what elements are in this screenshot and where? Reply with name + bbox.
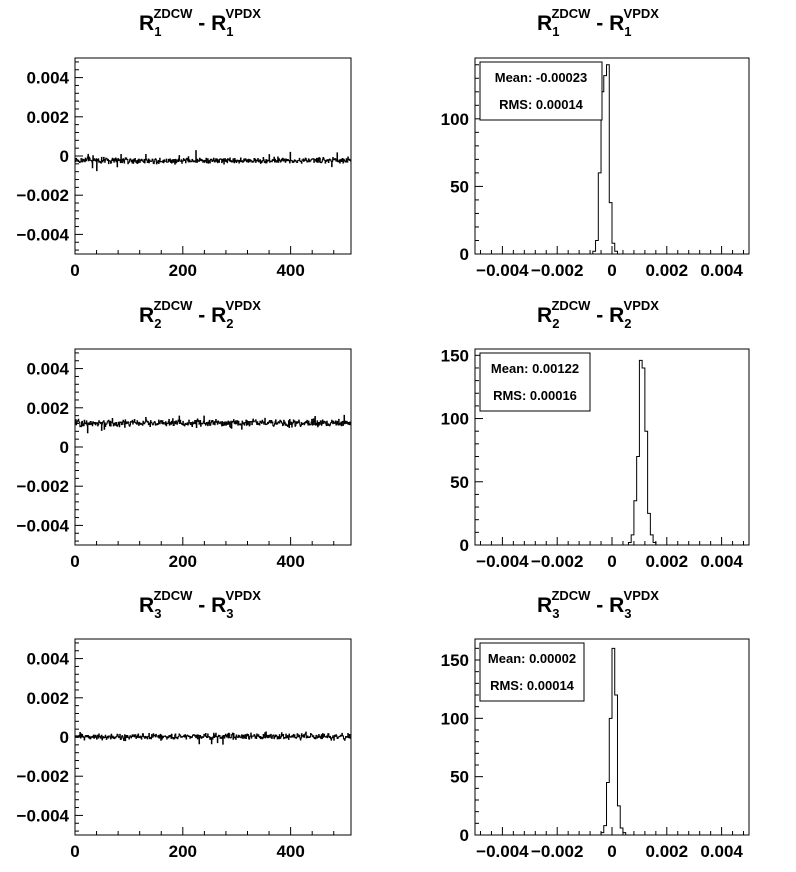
y-tick-label: −0.002	[17, 186, 69, 205]
x-tick-label: 400	[276, 842, 304, 861]
panel-5: R3ZDCW - R3VPDX −0.004 −0.002 0 0.002 0.004 0 2…	[17, 588, 352, 861]
y-tick-label: 50	[450, 473, 469, 492]
x-tick-label: 0.002	[646, 261, 689, 280]
plot-frame	[74, 57, 352, 255]
panel-title: R3ZDCW - R3VPDX	[139, 588, 261, 621]
x-tick-label: 200	[169, 261, 197, 280]
panel-title: R1ZDCW - R1VPDX	[537, 6, 659, 39]
y-tick-label: 0	[60, 147, 69, 166]
y-tick-label: 100	[441, 110, 469, 129]
series-line	[75, 414, 351, 434]
y-tick-label: 50	[450, 768, 469, 787]
y-tick-label: 150	[441, 651, 469, 670]
y-tick-label: −0.004	[17, 516, 70, 535]
y-tick-label: −0.002	[17, 477, 69, 496]
x-tick-label: −0.002	[531, 842, 583, 861]
x-tick-label: −0.004	[476, 552, 529, 571]
stats-box-frame	[479, 642, 585, 702]
x-tick-label: −0.004	[476, 842, 529, 861]
x-tick-label: 0	[607, 261, 616, 280]
stats-mean: Mean: 0.00122	[491, 361, 579, 376]
y-tick-label: 100	[441, 709, 469, 728]
y-tick-label: 0.002	[26, 399, 69, 418]
panel-6: R3ZDCW - R3VPDX 0 50 100 150 −0.004 −0.002 0 0.0…	[441, 588, 750, 861]
x-tick-label: −0.002	[531, 261, 583, 280]
y-tick-label: 50	[450, 177, 469, 196]
y-tick-label: 100	[441, 410, 469, 429]
x-tick-label: 0	[607, 842, 616, 861]
y-tick-label: 0.002	[26, 108, 69, 127]
histogram-bin	[604, 76, 607, 254]
x-tick-label: 0.004	[700, 552, 743, 571]
panel-title: R2ZDCW - R2VPDX	[537, 298, 659, 331]
x-tick-label: 0	[70, 552, 79, 571]
panel-title: R1ZDCW - R1VPDX	[139, 6, 261, 39]
histogram-outline	[592, 64, 618, 254]
x-tick-label: 200	[169, 552, 197, 571]
y-tick-label: 0.004	[26, 69, 69, 88]
panel-1: R1ZDCW - R1VPDX −0.004 −0.002 0 0.002 0.004 0 2…	[17, 6, 352, 280]
x-tick-label: 0	[70, 261, 79, 280]
histogram-outline	[600, 647, 627, 835]
x-tick-label: −0.002	[531, 552, 583, 571]
histogram-outline	[627, 359, 657, 545]
x-tick-label: 400	[276, 552, 304, 571]
stats-rms: RMS: 0.00014	[499, 97, 584, 112]
panel-title: R3ZDCW - R3VPDX	[537, 588, 659, 621]
panel-title: R2ZDCW - R2VPDX	[139, 298, 261, 331]
y-tick-label: 0.004	[26, 650, 69, 669]
y-tick-label: 0	[460, 826, 469, 845]
stats-box-frame	[479, 352, 591, 412]
x-tick-label: −0.004	[476, 261, 529, 280]
series-line	[75, 150, 351, 172]
x-tick-label: 0.004	[700, 261, 743, 280]
panel-3: R2ZDCW - R2VPDX −0.004 −0.002 0 0.002 0.004 0 2…	[17, 298, 352, 571]
y-tick-label: −0.004	[17, 806, 70, 825]
y-tick-label: 0.004	[26, 360, 69, 379]
stats-mean: Mean: -0.00023	[495, 70, 588, 85]
y-tick-label: 0	[60, 438, 69, 457]
y-tick-label: −0.004	[17, 225, 70, 244]
y-tick-label: 0	[460, 245, 469, 264]
x-tick-label: 0.004	[700, 842, 743, 861]
y-tick-label: −0.002	[17, 767, 69, 786]
y-tick-label: 150	[441, 346, 469, 365]
y-tick-label: 0	[460, 536, 469, 555]
y-tick-label: 0	[60, 728, 69, 747]
x-tick-label: 0.002	[646, 842, 689, 861]
stats-box: Mean: 0.00122 RMS: 0.00016	[479, 352, 591, 412]
stats-box: Mean: -0.00023 RMS: 0.00014	[479, 61, 603, 121]
stats-box-frame	[479, 61, 603, 121]
stats-rms: RMS: 0.00016	[493, 388, 577, 403]
series-line	[75, 731, 351, 745]
x-tick-label: 0.002	[646, 552, 689, 571]
panel-2: R1ZDCW - R1VPDX 0 50 100 −0.004 −0.002 0 0.002 0…	[441, 6, 750, 280]
stats-mean: Mean: 0.00002	[488, 651, 576, 666]
x-tick-label: 0	[607, 552, 616, 571]
x-tick-label: 0	[70, 842, 79, 861]
plot-frame	[74, 348, 352, 546]
stats-rms: RMS: 0.00014	[490, 678, 575, 693]
panel-4: R2ZDCW - R2VPDX 0 50 100 150 −0.004 −0.002 0 0.0…	[441, 298, 750, 571]
y-tick-label: 0.002	[26, 689, 69, 708]
x-tick-label: 200	[169, 842, 197, 861]
x-tick-label: 400	[276, 261, 304, 280]
stats-box: Mean: 0.00002 RMS: 0.00014	[479, 642, 585, 702]
